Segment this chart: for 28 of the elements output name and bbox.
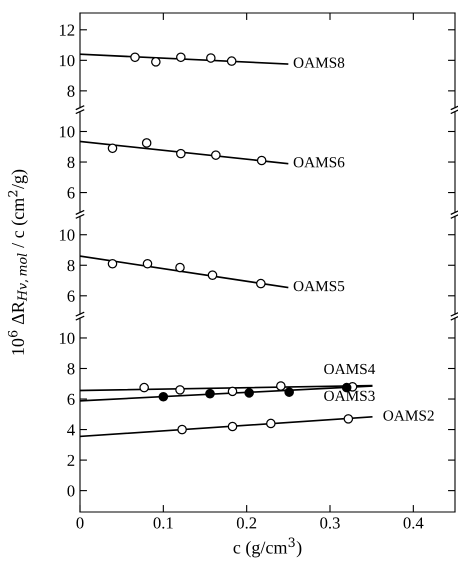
y-tick-label: 6 <box>68 187 75 199</box>
y-tick-label: 8 <box>67 363 75 374</box>
y-tick-label: 10 <box>60 229 75 241</box>
y-tick-label: 6 <box>68 290 75 302</box>
series-label: OAMS3 <box>324 390 375 401</box>
y-tick-label: 8 <box>67 156 75 168</box>
y-tick-label: 10 <box>60 126 75 138</box>
x-axis-title: c (g/cm$^{3}$) <box>234 538 302 558</box>
series-label: OAMS5 <box>294 280 344 292</box>
x-tick-label: 0.4 <box>404 517 424 529</box>
x-tick-label: 0.2 <box>236 517 256 529</box>
y-tick-label: 4 <box>67 424 75 436</box>
text: OAMS8 <box>294 58 344 68</box>
y-tick-label: 10 <box>60 332 75 344</box>
y-tick-label: 12 <box>60 24 74 36</box>
series-label: OAMS6 <box>294 157 344 168</box>
y-tick-label: 10 <box>60 55 75 66</box>
x-tick-label: 0.1 <box>154 517 173 529</box>
x-tick-label: 0.3 <box>320 517 340 529</box>
y-axis-title: 10$^{6}$ ΔR$_{Hv,mol}$ / c (cm$^{2}$/g) <box>8 170 28 355</box>
x-tick-label: 0 <box>76 517 84 529</box>
y-tick-label: 2 <box>68 454 74 466</box>
text: OAMS2 <box>383 410 434 421</box>
y-tick-label: 0 <box>67 485 75 497</box>
series-label: OAMS4 <box>324 364 376 374</box>
y-tick-label: 6 <box>68 394 75 405</box>
y-tick-label: 8 <box>67 260 75 272</box>
y-tick-label: 8 <box>67 86 75 97</box>
